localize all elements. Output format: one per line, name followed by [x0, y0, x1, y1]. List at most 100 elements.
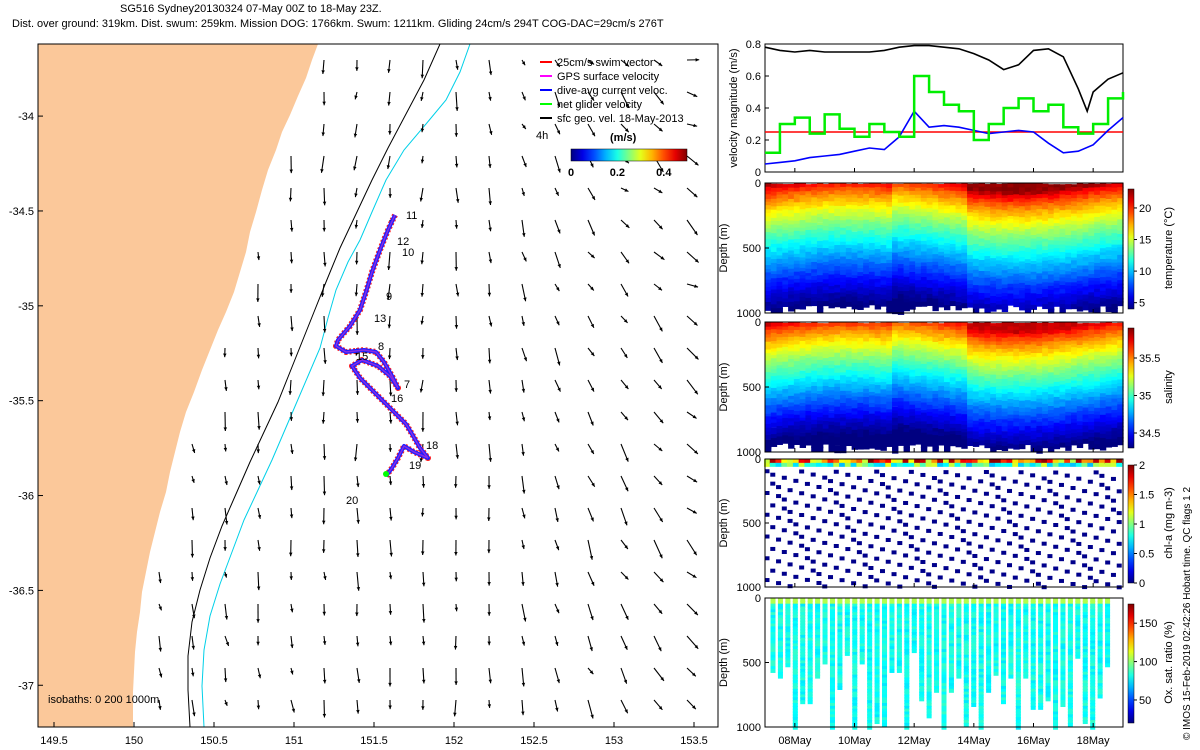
- data-cell: [886, 326, 893, 332]
- data-cell: [1013, 344, 1020, 350]
- data-cell: [805, 440, 812, 446]
- data-cell: [915, 194, 922, 200]
- data-cell: [1030, 304, 1037, 310]
- data-cell: [926, 415, 934, 421]
- data-cell: [834, 245, 841, 251]
- data-cell: [920, 440, 928, 446]
- data-cell: [782, 194, 789, 200]
- data-cell: [984, 187, 991, 193]
- data-cell: [788, 384, 795, 390]
- data-cell: [811, 289, 818, 295]
- data-cell: [845, 266, 853, 272]
- data-cell: [1071, 429, 1078, 435]
- data-cell: [978, 235, 986, 241]
- data-cell: [1088, 436, 1095, 442]
- data-cell: [1024, 284, 1032, 290]
- data-cell: [926, 198, 934, 204]
- data-cell: [961, 381, 968, 387]
- data-cell: [845, 401, 853, 407]
- data-cell: [1059, 330, 1066, 336]
- data-cell: [863, 326, 870, 332]
- data-cell: [972, 420, 980, 426]
- data-cell: [990, 356, 997, 362]
- vector-arrowhead: [256, 449, 260, 454]
- data-cell: [920, 390, 928, 396]
- data-cell: [903, 428, 910, 434]
- data-cell: [834, 372, 841, 378]
- data-cell: [1059, 217, 1066, 223]
- data-cell: [1001, 445, 1009, 452]
- data-cell: [868, 268, 876, 274]
- data-cell: [788, 239, 795, 245]
- data-cell: [1036, 448, 1043, 454]
- vector-arrowhead: [257, 323, 261, 327]
- data-cell: [903, 284, 910, 290]
- data-cell: [1065, 216, 1072, 222]
- data-cell: [1013, 266, 1020, 272]
- data-cell: [1082, 397, 1089, 403]
- data-cell: [1111, 431, 1118, 437]
- data-cell: [909, 272, 916, 278]
- data-cell: [874, 245, 882, 251]
- data-cell: [765, 364, 772, 370]
- data-cell: [1013, 407, 1020, 413]
- data-cell: [967, 294, 974, 300]
- data-cell: [1047, 263, 1055, 269]
- data-cell: [1001, 239, 1009, 245]
- data-cell: [892, 394, 899, 400]
- data-cell: [1053, 205, 1061, 211]
- data-cell: [1099, 371, 1107, 377]
- data-cell: [845, 252, 853, 258]
- data-cell: [1088, 410, 1095, 416]
- data-cell: [1094, 396, 1101, 402]
- data-cell: [995, 323, 1003, 329]
- data-cell: [1047, 416, 1055, 422]
- data-cell: [1030, 416, 1037, 422]
- data-cell: [1094, 323, 1101, 329]
- data-cell: [915, 435, 922, 441]
- data-cell: [1111, 205, 1118, 211]
- track-day-label: 20: [346, 495, 358, 507]
- data-cell: [984, 439, 991, 445]
- data-cell: [845, 386, 853, 392]
- data-point: [764, 462, 770, 467]
- data-cell: [990, 306, 997, 312]
- vector-arrowhead: [419, 388, 424, 393]
- data-cell: [1007, 225, 1014, 232]
- data-cell: [932, 283, 939, 289]
- data-cell: [880, 212, 887, 218]
- data-cell: [874, 415, 882, 421]
- data-cell: [915, 350, 922, 356]
- data-cell: [903, 191, 910, 197]
- data-cell: [909, 257, 916, 263]
- data-cell: [1001, 411, 1009, 417]
- data-cell: [1053, 226, 1061, 232]
- data-point: [769, 462, 776, 467]
- data-cell: [828, 443, 835, 449]
- data-cell: [840, 238, 847, 244]
- data-cell: [938, 336, 945, 342]
- vector-arrowhead: [658, 447, 663, 451]
- data-cell: [822, 293, 830, 299]
- data-cell: [926, 434, 934, 440]
- data-cell: [857, 239, 864, 245]
- data-cell: [1088, 337, 1095, 343]
- vector-arrowhead: [487, 612, 491, 616]
- data-cell: [944, 360, 951, 366]
- data-cell: [1071, 400, 1078, 406]
- vector-arrowhead: [694, 284, 699, 288]
- data-cell: [920, 406, 928, 412]
- data-cell: [938, 258, 945, 264]
- data-cell: [1024, 288, 1032, 294]
- data-cell: [857, 187, 864, 193]
- data-cell: [834, 368, 841, 374]
- data-cell: [1059, 394, 1066, 400]
- vector-arrowhead: [354, 95, 358, 100]
- data-cell: [967, 234, 974, 240]
- vector-arrowhead: [354, 224, 359, 229]
- data-cell: [938, 198, 945, 204]
- data-cell: [967, 372, 974, 378]
- data-cell: [822, 404, 830, 410]
- data-cell: [995, 184, 1003, 190]
- data-cell: [880, 240, 887, 246]
